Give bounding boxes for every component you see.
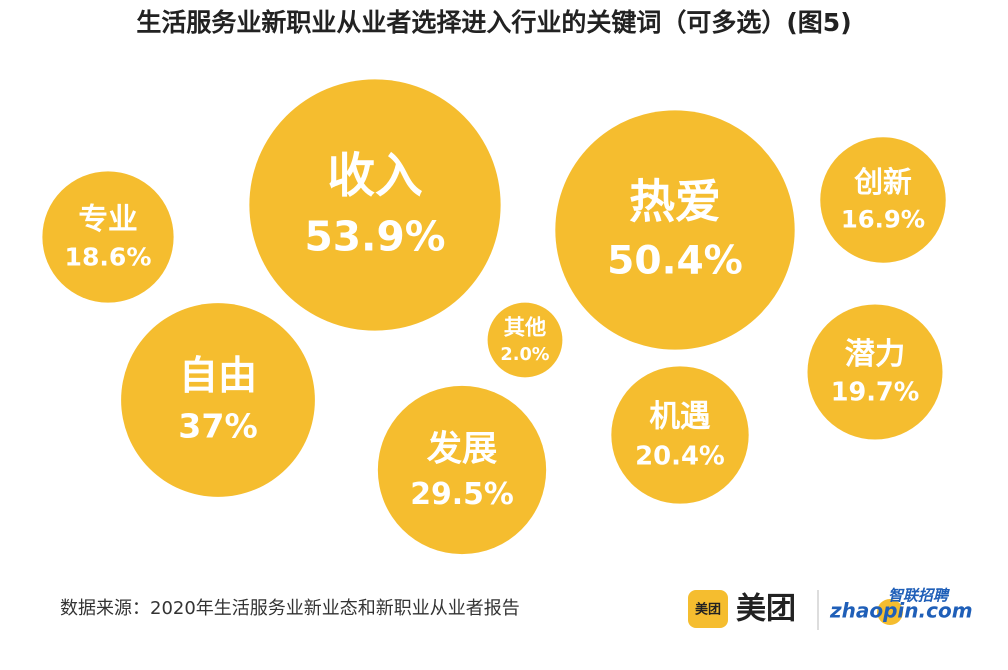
bubble-label: 自由 [179, 354, 257, 399]
bubble-label: 发展 [427, 429, 497, 470]
value-label: 19.7% [831, 378, 920, 408]
bubble-label: 热爱 [629, 174, 721, 228]
zhaopin-text: zhaopin.com [829, 599, 973, 623]
bubble [249, 79, 501, 331]
bubble-label: 创新 [853, 165, 912, 199]
value-label: 20.4% [635, 441, 725, 471]
bubble [820, 137, 946, 263]
bubble-label: 专业 [78, 201, 137, 236]
bubble [807, 304, 943, 440]
zhilian-text: 智联招聘 [888, 587, 950, 605]
value-label: 18.6% [65, 242, 152, 271]
value-label: 50.4% [607, 239, 743, 284]
value-label: 16.9% [841, 205, 925, 234]
bubble [377, 385, 547, 555]
value-label: 37% [178, 407, 257, 446]
bubble-label: 机遇 [649, 400, 711, 435]
value-label: 29.5% [410, 477, 514, 512]
chart-title: 生活服务业新职业从业者选择进入行业的关键词（可多选）(图5) [136, 8, 851, 37]
bubble-label: 其他 [504, 315, 546, 340]
bubble [611, 366, 749, 504]
bubble [487, 302, 563, 378]
source-note: 数据来源：2020年生活服务业新业态和新职业从业者报告 [60, 598, 520, 619]
meituan-badge-text: 美团 [695, 602, 721, 618]
zhaopin-dot [877, 599, 903, 625]
meituan-text: 美团 [736, 592, 796, 627]
value-label: 2.0% [500, 345, 549, 365]
bubble-label: 收入 [327, 149, 422, 204]
bubble [555, 110, 795, 350]
meituan-logo: 美团 美团 [688, 590, 796, 628]
value-label: 53.9% [304, 213, 445, 261]
bubble [42, 171, 174, 303]
zhilian-logo: 智联招聘 zhaopin.com [829, 587, 973, 625]
meituan-badge [688, 590, 728, 628]
bubble [121, 303, 315, 497]
bubble-label: 潜力 [845, 337, 905, 372]
